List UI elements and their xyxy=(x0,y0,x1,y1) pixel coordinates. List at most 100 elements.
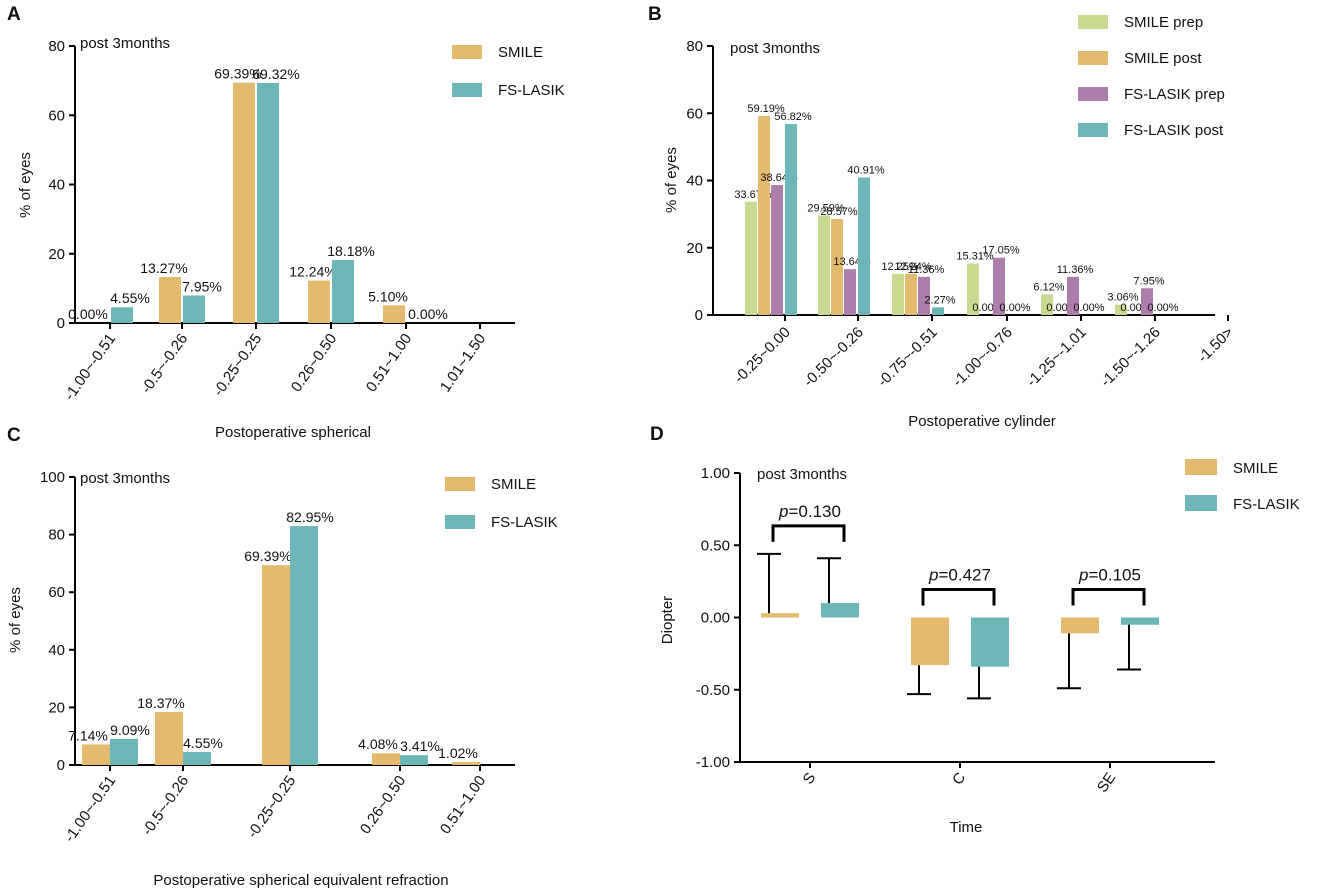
y-tick-label: 1.00 xyxy=(701,465,730,482)
bar xyxy=(785,123,797,315)
x-tick-label: -0.25~0.00 xyxy=(731,324,794,387)
legend-label: SMILE xyxy=(498,44,543,61)
y-tick-label: 80 xyxy=(48,38,65,55)
data-label: 69.39% xyxy=(214,66,261,82)
significance-bracket xyxy=(1071,588,1146,606)
x-tick-label: -0.5~-0.26 xyxy=(139,773,192,839)
data-label: 11.36% xyxy=(1057,264,1094,276)
x-tick-label: 0.26~0.50 xyxy=(357,773,409,838)
significance-bracket xyxy=(921,588,996,606)
x-tick-label: -0.75~-0.51 xyxy=(874,324,941,391)
bar xyxy=(82,744,110,765)
data-label: 40.91% xyxy=(847,164,885,176)
x-tick-label: -0.25~0.25 xyxy=(210,331,265,400)
legend-swatch xyxy=(445,515,475,529)
x-tick-label: 1.01~1.50 xyxy=(437,331,489,396)
p-value: =0.427 xyxy=(938,566,990,585)
y-tick-label: -0.50 xyxy=(696,682,730,699)
legend-swatch xyxy=(445,477,475,491)
y-tick-label: 0.50 xyxy=(701,537,730,554)
x-tick-label: 0.51~1.00 xyxy=(437,773,489,838)
p-value-label: p=0.427 xyxy=(928,566,991,585)
bar xyxy=(932,307,944,315)
bar xyxy=(111,307,133,323)
legend-label: FS-LASIK xyxy=(1233,496,1300,513)
legend-swatch xyxy=(1078,51,1108,65)
data-label: 12.24% xyxy=(894,261,932,273)
legend-label: FS-LASIK xyxy=(498,82,565,99)
bar xyxy=(761,613,799,618)
data-label: 5.10% xyxy=(368,288,408,304)
p-value-label: p=0.130 xyxy=(778,502,841,521)
bar xyxy=(1067,276,1079,315)
panel-label: C xyxy=(7,425,21,446)
panel-label: B xyxy=(648,4,662,25)
legend-label: FS-LASIK post xyxy=(1124,122,1224,139)
data-label: 7.14% xyxy=(68,727,108,743)
bar xyxy=(159,277,181,323)
data-label: 6.12% xyxy=(1033,281,1064,293)
legend-label: SMILE prep xyxy=(1124,14,1203,31)
bar xyxy=(332,260,354,323)
x-tick-label: -1.00~-0.51 xyxy=(61,331,119,404)
bar xyxy=(183,751,211,765)
data-label: 7.95% xyxy=(1133,275,1164,287)
x-axis-label: Time xyxy=(950,819,983,836)
y-tick-label: 20 xyxy=(48,246,65,263)
x-tick-label: S xyxy=(800,770,820,788)
data-label: 82.95% xyxy=(286,509,333,525)
bar xyxy=(1115,304,1127,315)
data-label: 11.36% xyxy=(908,264,945,276)
bar xyxy=(1121,617,1159,625)
panel-title: post 3months xyxy=(757,466,847,483)
x-tick-label: -0.50~-0.26 xyxy=(800,324,867,391)
bar xyxy=(858,177,870,315)
x-tick-label: -1.25~-1.01 xyxy=(1023,324,1090,391)
y-axis-label: Diopter xyxy=(659,596,676,644)
bar xyxy=(971,617,1009,667)
data-label: 13.27% xyxy=(140,260,187,276)
legend-label: SMILE xyxy=(491,476,536,493)
data-label: 17.05% xyxy=(982,245,1020,257)
panel-title: post 3months xyxy=(80,35,170,52)
bar xyxy=(400,755,428,765)
y-tick-label: 0 xyxy=(695,307,703,324)
y-tick-label: 20 xyxy=(686,240,703,257)
bar xyxy=(383,305,405,323)
x-axis-label: Postoperative spherical xyxy=(215,424,371,441)
y-tick-label: 80 xyxy=(686,38,703,55)
data-label: 0.00% xyxy=(68,306,108,322)
x-tick-label: -1.50> xyxy=(1194,324,1237,367)
x-tick-label: -1.00~-0.76 xyxy=(949,324,1016,391)
legend-label: FS-LASIK prep xyxy=(1124,86,1225,103)
y-tick-label: 100 xyxy=(40,469,65,486)
x-tick-label: SE xyxy=(1094,770,1119,796)
y-tick-label: 60 xyxy=(48,584,65,601)
data-label: 15.31% xyxy=(956,251,994,263)
data-label: 29.59% xyxy=(807,203,845,215)
legend-swatch xyxy=(1078,15,1108,29)
data-label: 9.09% xyxy=(110,722,150,738)
bar xyxy=(918,276,930,315)
data-label: 0.00% xyxy=(1073,302,1104,314)
panel-label: A xyxy=(7,4,21,25)
data-label: 12.24% xyxy=(289,264,336,280)
bar xyxy=(308,280,330,323)
legend-label: SMILE post xyxy=(1124,50,1202,67)
y-tick-label: 40 xyxy=(48,642,65,659)
bar xyxy=(183,295,205,323)
y-tick-label: 60 xyxy=(686,105,703,122)
bar xyxy=(818,215,830,315)
legend-swatch xyxy=(1185,459,1217,475)
legend-label: FS-LASIK xyxy=(491,514,558,531)
data-label: 4.55% xyxy=(183,735,223,751)
data-label: 7.95% xyxy=(182,278,222,294)
bar xyxy=(1141,288,1153,315)
legend-swatch xyxy=(452,83,482,97)
panel-title: post 3months xyxy=(730,40,820,57)
data-label: 59.19% xyxy=(747,103,785,115)
y-tick-label: 0 xyxy=(57,757,65,774)
x-axis-label: Postoperative cylinder xyxy=(908,413,1056,430)
y-axis-label: % of eyes xyxy=(17,152,34,218)
